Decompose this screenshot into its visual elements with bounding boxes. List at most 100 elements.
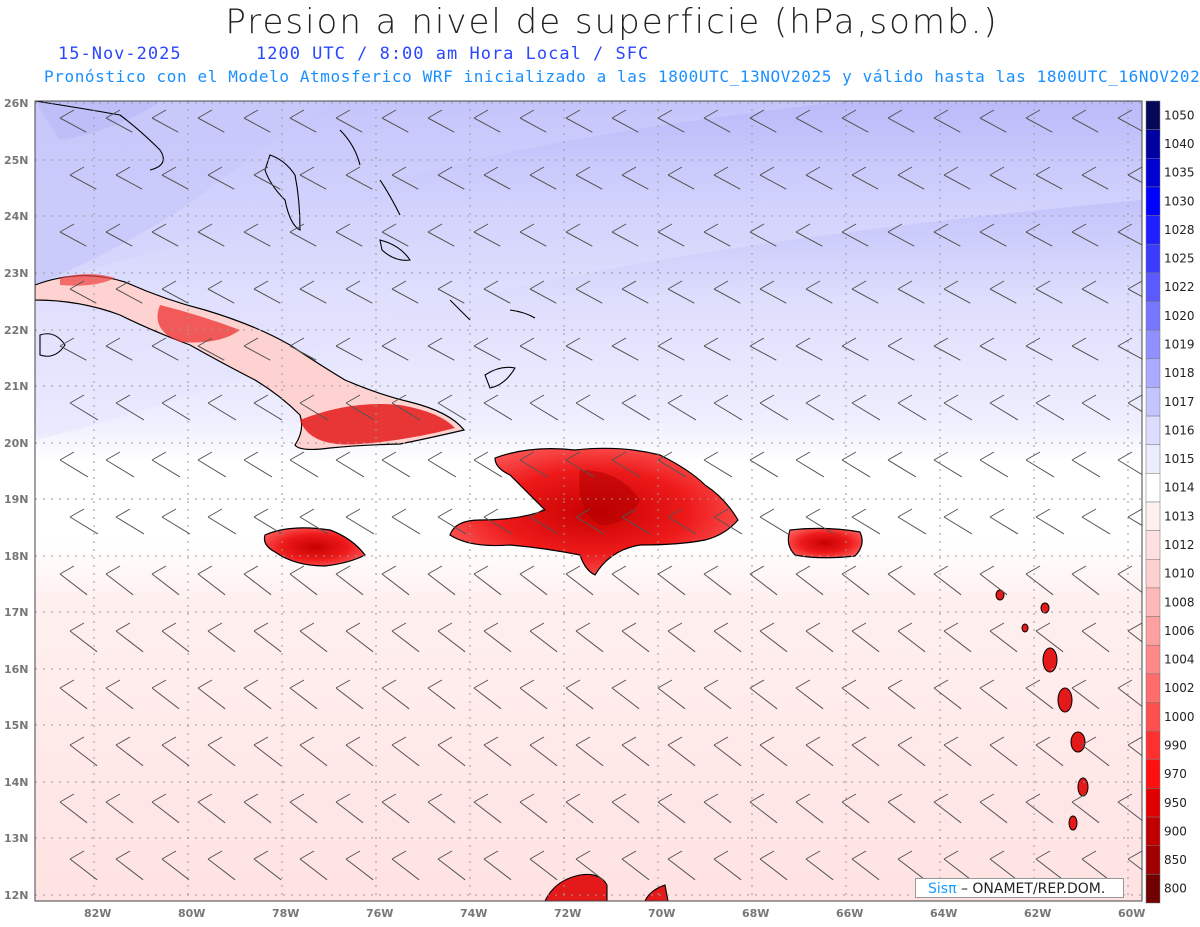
wind-barb	[795, 451, 825, 478]
model-info: Pronóstico con el Modelo Atmosferico WRF…	[44, 67, 1200, 86]
wind-barb	[1081, 394, 1111, 421]
wind-barb	[565, 565, 594, 596]
colorbar-swatch	[1145, 616, 1161, 646]
wind-barb	[713, 280, 741, 304]
colorbar-swatch	[1145, 530, 1161, 560]
wind-barb	[427, 451, 457, 478]
wind-barb	[345, 736, 374, 767]
wind-barb	[483, 280, 511, 304]
wind-barb	[759, 166, 787, 190]
wind-barb	[611, 793, 640, 824]
wind-barb	[207, 166, 235, 190]
wind-barb	[299, 622, 328, 653]
lon-label: 82W	[84, 907, 111, 920]
wind-barb	[621, 394, 651, 421]
colorbar-label: 1018	[1164, 366, 1195, 380]
wind-barb	[115, 622, 144, 653]
wind-barb	[1081, 508, 1111, 535]
wind-barb	[473, 223, 501, 247]
colorbar-label: 1013	[1164, 509, 1195, 523]
wind-barb	[943, 280, 971, 304]
wind-barb	[713, 166, 741, 190]
colorbar-label: 1028	[1164, 223, 1195, 237]
wind-barb	[943, 736, 972, 767]
wind-barb	[59, 223, 87, 247]
wind-barb	[381, 793, 410, 824]
wind-barb	[69, 508, 99, 535]
colorbar-swatch	[1145, 730, 1161, 761]
wind-barb	[243, 679, 272, 710]
wind-barb	[713, 622, 742, 653]
wind-barb	[989, 166, 1017, 190]
wind-barb	[851, 280, 879, 304]
colorbar-swatch	[1145, 358, 1161, 388]
wind-barb	[611, 451, 641, 478]
wind-barb	[1071, 337, 1099, 361]
colorbar-swatch	[1145, 129, 1161, 159]
wind-barb	[841, 793, 870, 824]
colorbar-label: 950	[1164, 796, 1187, 810]
wind-barbs	[59, 109, 1142, 881]
wind-barb	[115, 166, 143, 190]
wind-barb	[381, 109, 409, 133]
wind-barb	[933, 451, 963, 478]
wind-barb	[805, 622, 834, 653]
wind-barb	[391, 280, 419, 304]
latitude-labels: 26N 25N 24N 23N 22N 21N 20N 19N 18N 17N …	[4, 97, 29, 902]
wind-barb	[437, 394, 467, 421]
wind-barb	[1081, 736, 1110, 767]
wind-barb	[253, 508, 283, 535]
lon-label: 76W	[366, 907, 393, 920]
wind-barb	[1117, 109, 1142, 132]
wind-barb	[565, 223, 593, 247]
wind-barb	[657, 793, 686, 824]
wind-barb	[207, 280, 235, 304]
wind-barb	[887, 793, 916, 824]
wind-barb	[427, 223, 455, 247]
wind-barb	[483, 166, 511, 190]
wind-barb	[289, 109, 317, 133]
wind-barb	[345, 622, 374, 653]
wind-barb	[621, 850, 650, 881]
colorbar-label: 1016	[1164, 423, 1195, 437]
wind-barb	[105, 223, 133, 247]
wind-barb	[749, 109, 777, 133]
wind-barb	[161, 394, 191, 421]
wind-barb	[381, 679, 410, 710]
wind-barb	[703, 109, 731, 133]
wind-barb	[575, 850, 604, 881]
wind-barb	[851, 850, 880, 881]
lon-label: 64W	[930, 907, 957, 920]
wind-barb	[115, 280, 143, 304]
wind-barb	[519, 223, 547, 247]
lat-label: 12N	[4, 889, 29, 902]
wind-barb	[243, 109, 271, 133]
wind-barb	[1071, 793, 1100, 824]
wind-barb	[897, 280, 925, 304]
wind-barb	[1081, 622, 1110, 653]
wind-barb	[703, 793, 732, 824]
lat-label: 23N	[4, 267, 29, 280]
colorbar-swatch	[1145, 329, 1161, 360]
colorbar-swatch	[1145, 759, 1161, 789]
wind-barb	[897, 850, 926, 881]
wind-barb	[657, 109, 685, 133]
wind-barb	[437, 736, 466, 767]
colorbar-label: 970	[1164, 767, 1187, 781]
wind-barb	[197, 565, 226, 596]
wind-barb	[105, 451, 135, 478]
wind-barb	[197, 109, 225, 133]
lat-label: 22N	[4, 324, 29, 337]
wind-barb	[1035, 166, 1063, 190]
wind-barb	[299, 166, 327, 190]
wind-barb	[197, 451, 227, 478]
wind-barb	[473, 679, 502, 710]
wind-barb	[69, 622, 98, 653]
wind-barb	[979, 337, 1007, 361]
high-pressure-area	[35, 101, 330, 285]
wind-barb	[667, 736, 696, 767]
wind-barb	[151, 451, 181, 478]
wind-barb	[565, 109, 593, 133]
wind-barb	[1025, 451, 1055, 478]
wind-barb	[151, 223, 179, 247]
